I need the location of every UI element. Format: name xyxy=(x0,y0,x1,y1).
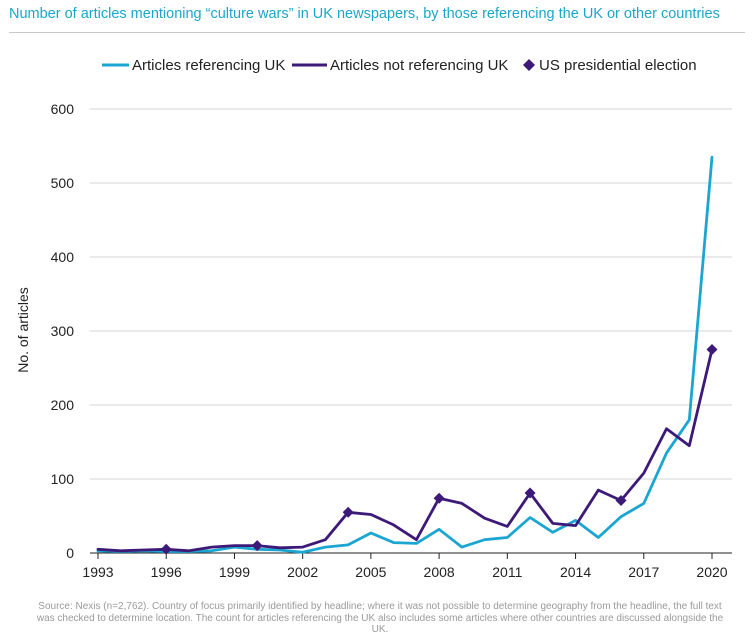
x-tick-label: 2020 xyxy=(696,564,727,580)
x-tick-label: 2011 xyxy=(492,564,522,580)
election-marker xyxy=(342,506,354,518)
y-tick-label: 300 xyxy=(51,323,75,339)
x-tick-label: 2005 xyxy=(355,564,386,580)
election-marker xyxy=(251,540,263,552)
series-line-uk xyxy=(96,155,714,554)
y-tick-label: 400 xyxy=(51,249,75,265)
chart-title: Number of articles mentioning “culture w… xyxy=(9,6,720,22)
election-marker xyxy=(433,492,445,504)
x-tick-label: 1996 xyxy=(151,564,182,580)
legend-swatch-election xyxy=(523,59,535,71)
election-marker xyxy=(524,487,536,499)
series-lines xyxy=(96,155,714,554)
legend-label-non-uk: Articles not referencing UK xyxy=(330,57,508,74)
election-marker xyxy=(615,494,627,506)
y-axis-label: No. of articles xyxy=(15,287,31,373)
x-tick-label: 1999 xyxy=(219,564,250,580)
line-chart: 0 100 200 300 400 500 600 1993 1996 1999 2002 2005… xyxy=(15,57,732,580)
y-tick-label: 100 xyxy=(51,471,75,487)
source-footnote: Source: Nexis (n=2,762). Country of focu… xyxy=(36,601,724,635)
y-tick-label: 600 xyxy=(51,101,75,117)
x-tick-label: 2014 xyxy=(560,564,591,580)
election-marker xyxy=(160,543,172,555)
election-markers xyxy=(160,344,718,555)
title-divider xyxy=(9,32,745,33)
legend-label-election: US presidential election xyxy=(539,57,697,74)
x-tick-label: 2017 xyxy=(628,564,659,580)
x-axis-ticks: 1993 1996 1999 2002 2005 2008 2011 2014 2017 2020 xyxy=(82,553,728,580)
series-line-non-uk xyxy=(96,348,714,553)
x-tick-label: 2008 xyxy=(424,564,455,580)
legend: Articles referencing UK Articles not ref… xyxy=(102,57,697,74)
y-axis-ticks: 0 100 200 300 400 500 600 xyxy=(51,101,75,561)
gridlines xyxy=(90,108,732,480)
legend-label-uk: Articles referencing UK xyxy=(132,57,285,74)
y-tick-label: 0 xyxy=(66,545,74,561)
y-tick-label: 200 xyxy=(51,397,75,413)
x-tick-label: 1993 xyxy=(82,564,113,580)
election-marker xyxy=(706,344,718,355)
y-tick-label: 500 xyxy=(51,175,75,191)
x-tick-label: 2002 xyxy=(287,564,318,580)
